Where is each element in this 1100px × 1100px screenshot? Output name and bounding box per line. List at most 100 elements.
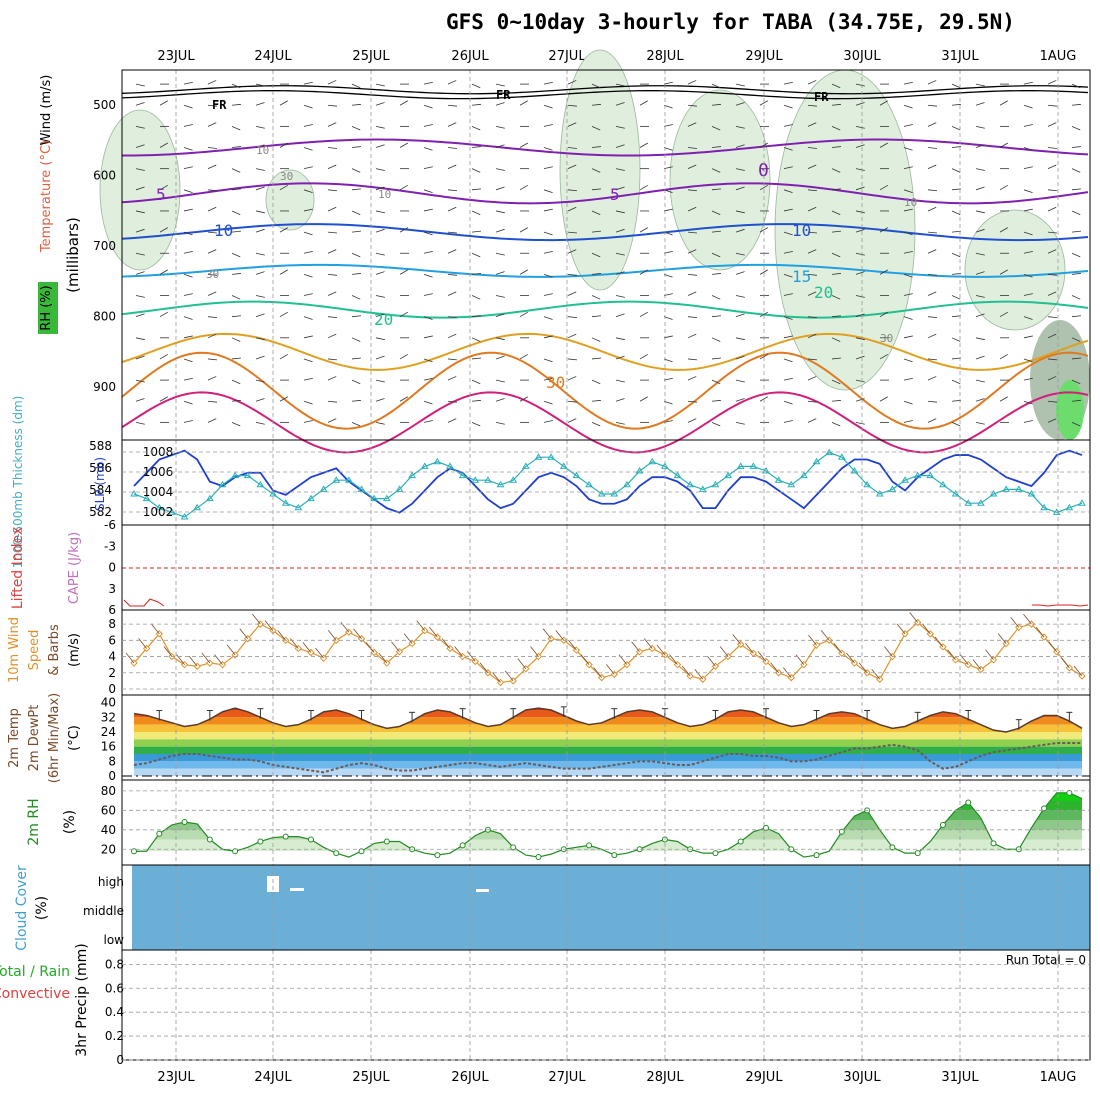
cloud-high-gap (267, 876, 279, 892)
wind-barb (903, 166, 913, 170)
wind-barb (783, 124, 793, 127)
wind-barb (135, 168, 145, 171)
wind-barb (1047, 80, 1057, 85)
wind-barb-10m (1035, 626, 1045, 638)
rh-point (383, 838, 390, 845)
wind-barb-10m (985, 649, 994, 661)
wind-barb (615, 168, 625, 171)
thickness-marker (875, 490, 884, 497)
wind-barb (327, 189, 337, 192)
wind-barb-10m (922, 623, 931, 635)
wind-barb (759, 354, 768, 360)
rh-point (257, 838, 264, 845)
wind-barb (1023, 335, 1033, 339)
wind-barb (231, 230, 241, 233)
wind-barb-10m (694, 669, 704, 680)
wind-barb (543, 250, 553, 254)
rh-point (813, 852, 820, 859)
wind-barb (975, 252, 985, 256)
wind-barb (783, 250, 793, 254)
isotherm-25 (121, 332, 1089, 371)
wind-barb-10m (707, 656, 716, 667)
wind-barb (855, 379, 865, 383)
wind-barb-10m (896, 623, 906, 635)
date-label-bottom: 1AUG (1040, 1070, 1077, 1085)
wind-barb (1071, 230, 1081, 233)
wind-barb (687, 249, 697, 254)
temp-2m-line (133, 707, 1083, 733)
wind-barb (351, 295, 361, 300)
thickness-marker (534, 453, 543, 460)
rh-point (535, 854, 542, 861)
wind-barb (711, 168, 721, 173)
panel-border (121, 949, 1091, 1061)
wind-barb (855, 83, 865, 87)
wind-barb-10m (226, 644, 236, 656)
wind-barb (399, 396, 408, 402)
thickness-marker (496, 480, 505, 488)
wind-barb (423, 208, 433, 212)
wind-barb (831, 399, 841, 402)
wind-barb (351, 83, 361, 89)
wind-barb (615, 398, 625, 402)
wind-barb (735, 398, 745, 402)
wind-barb (783, 377, 793, 381)
wind-barb (1047, 358, 1057, 361)
thickness-marker (989, 490, 998, 497)
wind-barb (903, 104, 913, 109)
wind-barb (375, 252, 385, 256)
wind-barb (567, 80, 577, 85)
wind-barb (567, 273, 577, 276)
wind-barb (807, 206, 817, 212)
wind-barb (687, 231, 697, 234)
wind-barb (519, 396, 528, 402)
wind-barb (759, 311, 768, 318)
rh-point (965, 799, 972, 806)
wind-barb (927, 80, 937, 85)
wind-barb (375, 379, 385, 383)
thickness-marker (1014, 485, 1023, 492)
wind-barb (591, 422, 601, 427)
contour-label-rh: 10 (378, 188, 391, 201)
temp-bands (134, 708, 1082, 776)
contour-label-temp: 0 (758, 160, 769, 181)
dewpt-2m-line (133, 742, 1082, 774)
axis-label-temperature: Temperature (°C) (39, 140, 54, 253)
wind-barb (807, 189, 817, 192)
wind-barb (327, 273, 337, 276)
contour-label-temp: 30 (546, 373, 565, 392)
thickness-marker (382, 494, 391, 502)
wind-barb (783, 293, 793, 296)
wind-barb (231, 83, 241, 89)
temp-tick: 8 (108, 754, 116, 768)
wind-barb (207, 231, 217, 234)
wind-barb (831, 83, 841, 89)
cloud-high-gap (476, 889, 489, 892)
wind-barb (135, 355, 145, 360)
thickness-marker (294, 503, 303, 511)
wind-barb (543, 400, 553, 405)
wind-barb (399, 100, 408, 106)
freezing-level-line (121, 90, 1089, 100)
wind-barb (567, 418, 577, 423)
wind-barb (855, 168, 865, 171)
wind-barb (327, 418, 337, 423)
wind-barb (927, 291, 937, 296)
date-label-top: 30JUL (843, 49, 881, 64)
wind-barb-10m (972, 659, 982, 670)
wind-barb (567, 316, 577, 319)
wind-barb (375, 421, 385, 425)
axis-label-rh2m: (%) (62, 810, 78, 834)
wind-barb-10m (277, 630, 286, 641)
wind-barb (951, 126, 961, 131)
thickness-marker (951, 490, 960, 497)
thickness-marker (901, 476, 909, 483)
wind-barb (1047, 291, 1057, 296)
wind-barb (135, 398, 145, 402)
wind-barb (135, 252, 145, 256)
wind-barb (975, 186, 985, 191)
wind-barb-10m (656, 644, 666, 656)
wind-barb (327, 206, 337, 212)
wind-barb (615, 83, 625, 87)
wind-barb (903, 208, 913, 212)
